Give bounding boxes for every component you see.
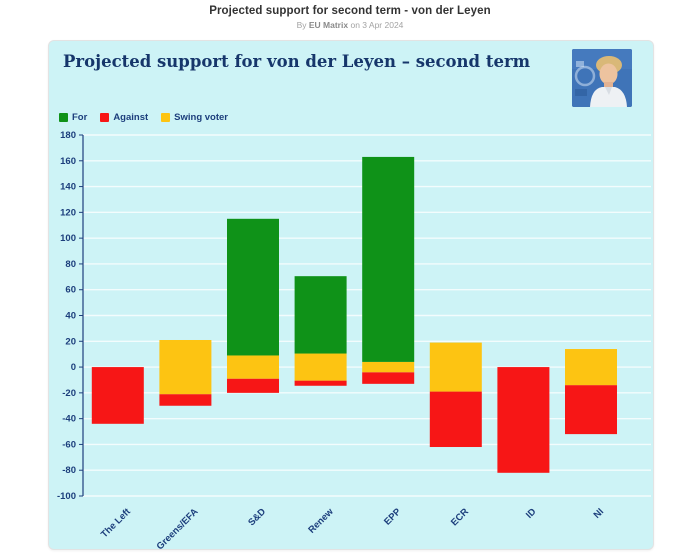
vdl-portrait-image	[572, 49, 632, 107]
x-axis-label: S&D	[246, 506, 268, 528]
bar-segment	[429, 342, 482, 392]
svg-text:-60: -60	[62, 439, 76, 450]
bar-segment	[159, 339, 212, 395]
bar-segment	[91, 367, 144, 424]
legend-label-for: For	[72, 112, 88, 123]
page-title: Projected support for second term - von …	[209, 5, 491, 17]
svg-text:140: 140	[60, 182, 76, 193]
legend-swatch-swing	[161, 113, 171, 122]
chart-title: Projected support for von der Leyen – se…	[63, 52, 531, 71]
x-axis-label: NI	[592, 506, 606, 520]
bar-segment	[565, 385, 617, 435]
bar-segment	[294, 380, 347, 386]
bar-segment	[362, 372, 415, 384]
bar-segment	[497, 367, 550, 473]
legend-swatch-against	[100, 113, 110, 122]
x-axis-label: EPP	[382, 506, 404, 528]
svg-text:120: 120	[60, 207, 76, 218]
bar-segment	[429, 391, 482, 448]
x-axis-label: ID	[524, 506, 539, 521]
legend-item-for: For	[59, 112, 87, 123]
svg-text:0: 0	[71, 362, 76, 373]
byline-author: EU Matrix	[308, 20, 349, 30]
legend-item-swing: Swing voter	[161, 112, 228, 123]
x-axis-label: The Left	[99, 506, 133, 540]
bar-segment	[294, 353, 347, 381]
svg-text:-80: -80	[62, 465, 76, 476]
legend-swatch-for	[59, 113, 68, 122]
bar-segment	[227, 378, 279, 393]
x-axis-label: ECR	[449, 506, 471, 528]
portrait-art	[572, 49, 632, 107]
bar-segment	[565, 349, 617, 386]
svg-text:60: 60	[65, 285, 76, 296]
svg-text:-40: -40	[62, 414, 76, 425]
x-axis-label: Greens/EFA	[155, 506, 201, 549]
bar-segment	[294, 276, 347, 354]
bar-segment	[159, 394, 212, 406]
page-header: Projected support for second term - von …	[0, 0, 700, 30]
bar-segment	[362, 361, 415, 373]
legend-label-swing: Swing voter	[174, 112, 228, 123]
svg-text:180: 180	[60, 130, 76, 141]
byline-suffix: on 3 Apr 2024	[350, 20, 404, 30]
chart-legend: For Against Swing voter	[59, 112, 228, 123]
byline-prefix: By	[296, 20, 307, 30]
chart-card: Projected support for von der Leyen – se…	[48, 40, 654, 550]
bar-segment	[227, 355, 279, 379]
svg-text:160: 160	[60, 156, 76, 167]
bar-segment	[362, 156, 415, 362]
svg-text:-100: -100	[57, 491, 76, 502]
stacked-bar-chart: -100 -80 -60 -40 -20 0 20 40 60 80 100 120 140 160 180…	[57, 130, 651, 549]
legend-item-against: Against	[100, 112, 148, 123]
svg-text:-20: -20	[62, 388, 76, 399]
svg-text:100: 100	[60, 233, 76, 244]
svg-text:20: 20	[65, 336, 76, 347]
legend-label-against: Against	[113, 112, 149, 123]
byline: By EU Matrix on 3 Apr 2024	[0, 20, 700, 30]
bar-segment	[227, 218, 279, 356]
svg-text:40: 40	[65, 311, 76, 322]
x-axis-label: Renew	[306, 506, 336, 536]
svg-text:80: 80	[65, 259, 76, 270]
